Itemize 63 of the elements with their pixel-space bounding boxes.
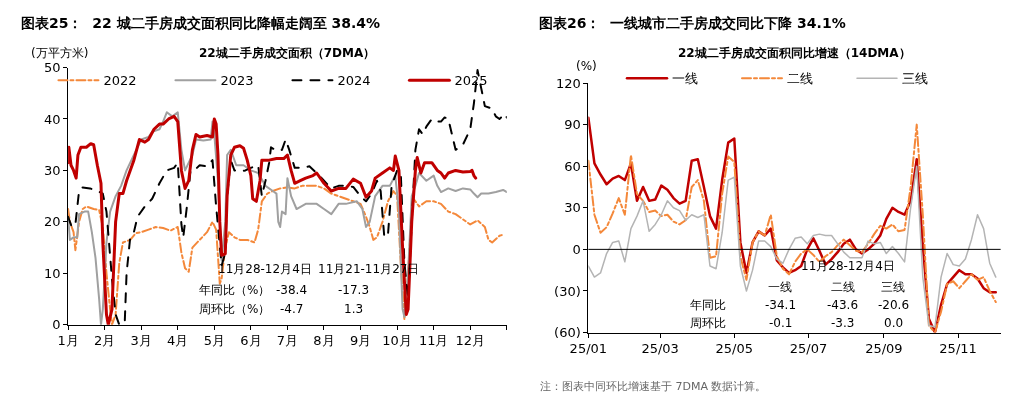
x-tick-label: 9月 <box>349 333 372 349</box>
x-tick-label: 25/05 <box>715 341 754 357</box>
annotation: 1.3 <box>344 302 364 316</box>
annotation: 一线 <box>768 280 792 294</box>
y-tick-label: 90 <box>564 117 581 133</box>
y-tick-label: 20 <box>43 214 61 230</box>
annotation: 0.0 <box>884 316 904 330</box>
annotation: -3.3 <box>831 316 855 330</box>
y-tick-label: 30 <box>43 162 61 178</box>
y-tick-label: 10 <box>43 265 61 281</box>
x-tick-label: 10月 <box>382 333 412 349</box>
annotation: -38.4 <box>276 283 308 297</box>
legend-label: 2024 <box>337 73 371 89</box>
x-tick-label: 2月 <box>94 333 116 349</box>
x-tick-label: 25/11 <box>939 341 977 357</box>
legend-label: 2022 <box>103 73 137 89</box>
annotation: 年同比 <box>690 298 726 312</box>
legend-label: 二线 <box>787 71 813 87</box>
annotation: -34.1 <box>765 298 797 312</box>
annotation: 三线 <box>881 280 905 294</box>
legend-label: 2025 <box>454 73 488 89</box>
annotation: 周环比 <box>690 316 726 330</box>
y-tick-label: 40 <box>43 111 61 127</box>
annotation: 二线 <box>831 280 855 294</box>
x-tick-label: 25/07 <box>789 341 828 357</box>
y-tick-label: (30) <box>554 283 581 299</box>
x-tick-label: 3月 <box>130 333 152 349</box>
y-tick-label: 0 <box>572 241 581 257</box>
chart-title: 图表26： 一线城市二手房成交同比下降 34.1% <box>539 15 846 31</box>
annotation: 年同比（%） <box>199 283 271 297</box>
legend-label: 三线 <box>902 71 928 87</box>
annotation: -4.7 <box>280 302 304 316</box>
x-tick-label: 25/03 <box>641 341 679 357</box>
annotation: -43.6 <box>827 298 859 312</box>
x-tick-label: 12月 <box>455 333 485 349</box>
y-tick-label: 50 <box>43 60 61 76</box>
y-tick-label: 0 <box>52 317 61 333</box>
y-axis-title: (万平方米) <box>31 46 89 60</box>
x-tick-label: 8月 <box>313 333 335 349</box>
annotation: 周环比（%） <box>199 302 271 316</box>
x-tick-label: 1月 <box>57 333 79 349</box>
x-tick-label: 25/09 <box>865 341 903 357</box>
annotation: 11月28-12月4日 <box>801 259 895 273</box>
x-tick-label: 4月 <box>167 333 189 349</box>
y-tick-label: 60 <box>564 158 581 174</box>
y-tick-label: (60) <box>554 325 581 341</box>
x-tick-label: 5月 <box>203 333 225 349</box>
chart-subtitle: 22城二手房成交面积（7DMA） <box>199 46 376 60</box>
chart-subtitle: 22城二手房成交面积同比增速（14DMA） <box>678 46 911 60</box>
y-axis-title: (%) <box>576 59 597 73</box>
annotation: -0.1 <box>769 316 793 330</box>
chart-title: 图表25： 22 城二手房成交面积同比降幅走阔至 38.4% <box>21 15 381 31</box>
x-tick-label: 6月 <box>240 333 262 349</box>
x-tick-label: 11月 <box>418 333 449 349</box>
x-tick-label: 25/01 <box>569 341 608 357</box>
y-tick-label: 120 <box>555 75 581 91</box>
legend-label: 2023 <box>220 73 254 89</box>
text: 注：图表中同环比增速基于 7DMA 数据计算。 <box>540 380 767 393</box>
legend-label: 一线 <box>672 71 698 87</box>
annotation: -20.6 <box>878 298 910 312</box>
x-tick-label: 7月 <box>276 333 299 349</box>
annotation: -17.3 <box>338 283 370 297</box>
y-tick-label: 30 <box>564 200 581 216</box>
